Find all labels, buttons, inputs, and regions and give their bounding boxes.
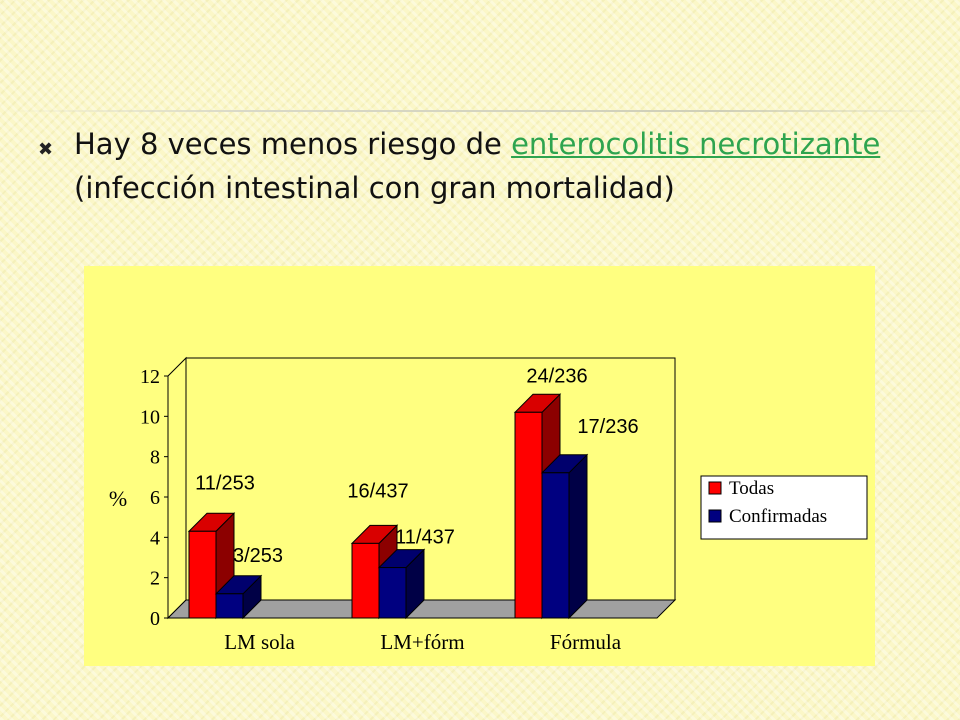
bar-confirmadas [378,567,407,619]
bullet-text-after: (infección intestinal con gran mortalida… [74,171,675,205]
legend-swatch [708,509,722,523]
data-label: 11/437 [395,527,455,549]
enterocolitis-link[interactable]: enterocolitis necrotizante [511,127,881,161]
y-tick-label: 12 [140,366,160,388]
legend-entry: Todas [729,478,774,499]
bar-chart: 0 2 4 6 8 10 12% 11/253 3/253 LM sola 16/437 11/437… [109,356,868,654]
bar-todas [188,530,217,619]
bar-todas [514,411,543,619]
x-tick-label: Fórmula [550,630,622,654]
bullet-text: Hay 8 veces menos riesgo de enterocoliti… [38,122,938,210]
data-label: 17/236 [577,416,638,438]
y-axis-label: % [109,486,127,511]
chart-panel: 0 2 4 6 8 10 12% 11/253 3/253 LM sola 16/437 11/437… [84,266,875,666]
x-tick-label: LM sola [224,630,295,654]
data-label: 16/437 [347,480,408,502]
side-wall [167,356,187,620]
data-label: 24/236 [526,365,587,387]
title-divider [0,110,960,112]
x-tick-label: LM+fórm [380,630,464,654]
bar-confirmadas [215,593,244,619]
bar-confirmadas [541,472,570,619]
bar-todas [351,542,380,619]
y-tick-label: 2 [150,568,160,590]
y-tick-label: 6 [150,487,160,509]
bullet-text-before: Hay 8 veces menos riesgo de [74,127,512,161]
legend-entry: Confirmadas [729,506,827,527]
y-tick-label: 10 [140,406,160,428]
bar-side-confirmadas [568,453,588,620]
y-tick-label: 0 [150,608,160,630]
y-tick-label: 8 [150,447,160,469]
x-bullet-icon: ✖ [38,139,54,160]
legend-box [700,475,868,540]
bullet-point: ✖ Hay 8 veces menos riesgo de enterocoli… [38,122,938,210]
data-label: 11/253 [195,472,255,494]
y-tick-label: 4 [150,527,160,549]
data-label: 3/253 [233,545,283,567]
legend-swatch [708,481,722,495]
